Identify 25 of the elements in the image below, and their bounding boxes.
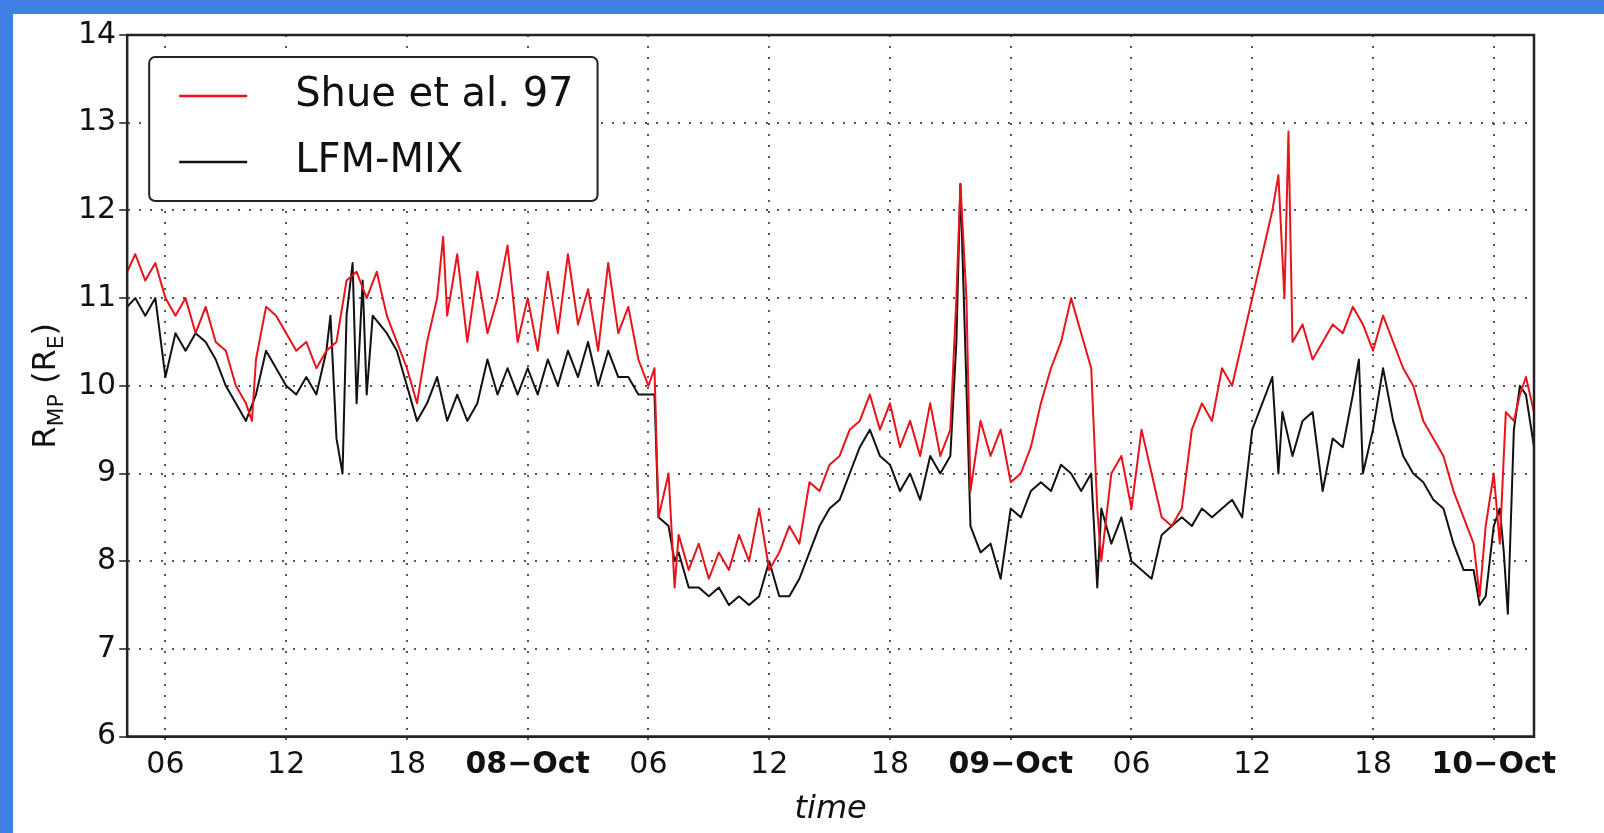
y-tick-label: 8 [97,541,117,576]
y-tick-label: 6 [97,716,117,752]
y-tick-label: 11 [77,277,117,313]
x-tick-label: 12 [1233,745,1272,781]
x-tick-label: 12 [750,745,789,781]
y-tick-label: 13 [77,102,117,138]
x-tick-label: 18 [1353,745,1393,781]
x-tick-label: 09−Oct [948,745,1073,781]
x-tick-label: 06 [629,745,668,781]
x-tick-label: 06 [146,745,185,781]
x-axis-title: time [794,788,867,827]
y-axis-title: RMP (RE) [25,322,68,449]
y-tick-label: 14 [77,14,117,50]
x-tick-label: 10−Oct [1431,745,1557,781]
y-tick-label: 9 [97,453,117,489]
y-tick-label: 7 [97,628,117,664]
x-tick-label: 12 [267,745,306,781]
x-tick-label: 18 [870,745,910,781]
legend-label: LFM-MIX [295,135,464,182]
x-tick-label: 06 [1112,745,1151,781]
y-tick-label: 10 [77,365,117,401]
x-tick-label: 18 [387,745,427,781]
x-tick-label: 08−Oct [465,745,590,781]
y-tick-label: 12 [77,190,117,226]
legend-label: Shue et al. 97 [295,69,574,116]
